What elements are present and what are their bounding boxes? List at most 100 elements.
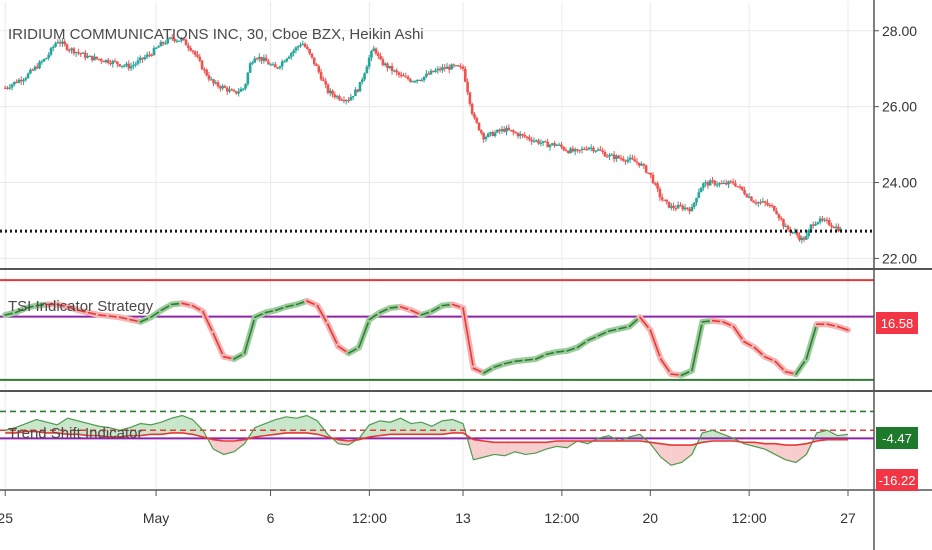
candle-body bbox=[832, 226, 836, 229]
tsi-pane[interactable] bbox=[0, 279, 874, 381]
candle-body bbox=[807, 230, 810, 237]
candle-body bbox=[798, 235, 801, 241]
candle-body bbox=[63, 41, 67, 45]
candle-body bbox=[244, 84, 247, 89]
candle-body bbox=[331, 90, 334, 95]
candle-body bbox=[354, 89, 357, 96]
candle-body bbox=[111, 60, 115, 65]
candle-body bbox=[731, 181, 735, 184]
trend-shift-pane-title: Trend Shift Indicator bbox=[8, 425, 143, 442]
candle-body bbox=[193, 51, 197, 55]
candle-body bbox=[207, 75, 211, 80]
candle-body bbox=[557, 144, 561, 146]
candle-body bbox=[722, 182, 726, 185]
candle-body bbox=[136, 60, 140, 64]
candle-body bbox=[251, 62, 254, 64]
candle-body bbox=[154, 47, 158, 49]
candle-body bbox=[695, 197, 698, 203]
candle-body bbox=[145, 54, 149, 58]
candle-body bbox=[358, 81, 362, 92]
candle-body bbox=[116, 61, 119, 65]
candle-body bbox=[587, 147, 591, 150]
candle-body bbox=[537, 140, 540, 144]
candle-body bbox=[61, 41, 64, 44]
candle-body bbox=[692, 202, 696, 207]
candle-body bbox=[617, 155, 620, 159]
time-axis-label: 6 bbox=[267, 510, 275, 526]
candle-body bbox=[649, 172, 653, 175]
candle-body bbox=[90, 55, 94, 61]
candle-body bbox=[308, 49, 311, 54]
trend-shift-fill bbox=[827, 430, 838, 440]
trend-shift-fill bbox=[192, 419, 203, 437]
candle-body bbox=[667, 201, 671, 208]
trend-shift-red-value-label: -16.22 bbox=[879, 473, 916, 488]
trend-shift-fill bbox=[171, 415, 183, 433]
main-chart-title: IRIDIUM COMMUNICATIONS INC, 30, Cboe BZX… bbox=[8, 26, 424, 43]
candle-body bbox=[720, 183, 723, 185]
candle-body bbox=[399, 74, 403, 76]
candle-body bbox=[177, 40, 181, 42]
candle-body bbox=[631, 157, 634, 160]
candle-body bbox=[837, 226, 840, 232]
trend-shift-fill bbox=[660, 443, 672, 466]
price-axis[interactable]: 28.00 26.00 24.00 22.00 bbox=[874, 23, 917, 267]
candle-body bbox=[493, 132, 497, 137]
candle-body bbox=[24, 78, 28, 80]
candle-body bbox=[6, 87, 9, 89]
candle-body bbox=[802, 237, 806, 240]
candle-body bbox=[246, 72, 250, 85]
candle-body bbox=[269, 64, 273, 66]
candle-body bbox=[834, 226, 838, 229]
candle-body bbox=[129, 66, 133, 69]
candle-body bbox=[35, 66, 39, 69]
candle-body bbox=[198, 56, 202, 61]
candle-body bbox=[502, 128, 506, 132]
candle-body bbox=[97, 58, 101, 61]
candle-body bbox=[411, 81, 414, 83]
candle-body bbox=[525, 136, 529, 138]
candle-body bbox=[374, 48, 378, 54]
candle-body bbox=[344, 99, 348, 102]
candle-body bbox=[786, 225, 790, 230]
candle-body bbox=[429, 70, 433, 75]
candle-body bbox=[718, 183, 721, 185]
candle-body bbox=[795, 231, 799, 236]
candle-body bbox=[775, 210, 778, 215]
tsi-line-segment bbox=[659, 358, 672, 375]
candle-body bbox=[77, 52, 80, 54]
candle-body bbox=[340, 99, 343, 101]
trend-shift-red-tag bbox=[876, 469, 918, 491]
candle-body bbox=[814, 223, 817, 226]
candle-body bbox=[573, 149, 577, 152]
trend-shift-fill bbox=[223, 441, 235, 455]
candle-body bbox=[228, 89, 231, 92]
price-pane[interactable] bbox=[0, 34, 874, 244]
time-axis[interactable]: 25 May 6 12:00 13 12:00 20 12:00 27 bbox=[0, 490, 856, 526]
candle-body bbox=[823, 219, 826, 221]
candle-body bbox=[546, 141, 550, 148]
trend-shift-pane[interactable] bbox=[0, 410, 874, 466]
candle-body bbox=[388, 66, 392, 69]
candle-body bbox=[425, 73, 428, 77]
candle-body bbox=[418, 79, 421, 82]
candle-body bbox=[454, 65, 458, 67]
candle-body bbox=[328, 90, 332, 94]
candle-body bbox=[422, 76, 426, 81]
candle-body bbox=[690, 206, 694, 212]
candle-body bbox=[13, 81, 16, 85]
candle-body bbox=[443, 67, 446, 69]
candle-body bbox=[58, 42, 62, 44]
candle-body bbox=[262, 57, 266, 61]
candle-body bbox=[740, 186, 744, 191]
candle-body bbox=[310, 53, 314, 58]
candle-body bbox=[152, 48, 156, 56]
candle-body bbox=[608, 154, 611, 157]
candle-body bbox=[743, 190, 746, 195]
trend-shift-fill bbox=[671, 445, 682, 466]
candle-body bbox=[209, 79, 213, 81]
candle-body bbox=[180, 38, 183, 41]
candle-body bbox=[65, 44, 69, 50]
candle-body bbox=[674, 207, 678, 210]
